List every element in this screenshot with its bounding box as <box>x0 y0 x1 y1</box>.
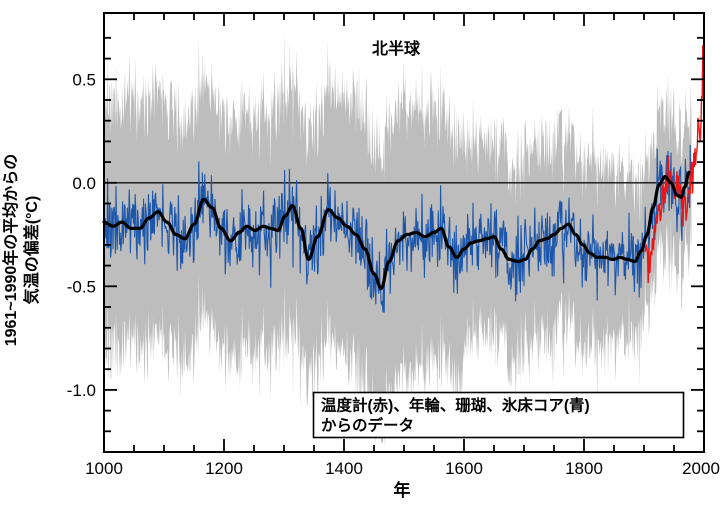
legend-text-line1: 温度計(赤)、年輪、珊瑚、氷床コア(青) <box>321 396 590 415</box>
x-tick-label: 1200 <box>205 459 243 478</box>
y-tick-label: -0.5 <box>67 277 96 296</box>
annual-reconstruction-line <box>103 144 692 313</box>
x-tick-label: 1400 <box>325 459 363 478</box>
x-axis-label: 年 <box>394 480 411 500</box>
x-tick-label: 1600 <box>445 459 483 478</box>
axis-ticks <box>103 13 705 452</box>
legend-text-line2: からのデータ <box>321 416 414 435</box>
x-tick-label: 2000 <box>682 459 720 478</box>
legend-box: 温度計(赤)、年輪、珊瑚、氷床コア(青) からのデータ <box>312 391 685 439</box>
x-tick-labels: 1000 1200 1400 1600 1800 2000 <box>85 459 720 478</box>
smoothed-line <box>102 170 691 290</box>
y-tick-label: 0.0 <box>72 174 96 193</box>
y-axis-label-line1: 1961~1990年の平均からの <box>1 154 20 347</box>
chart-title: 北半球 <box>372 39 421 58</box>
x-tick-label: 1000 <box>85 459 123 478</box>
y-tick-label: -1.0 <box>67 381 96 400</box>
instrumental-line <box>644 43 705 284</box>
y-axis-label-line2: 気温の偏差(°C) <box>22 196 41 305</box>
y-tick-label: 0.5 <box>72 70 96 89</box>
legend-box-frame <box>312 391 685 439</box>
plot-frame <box>103 12 705 453</box>
x-tick-label: 1800 <box>565 459 603 478</box>
y-tick-labels: 0.5 0.0 -0.5 -1.0 <box>67 70 96 400</box>
